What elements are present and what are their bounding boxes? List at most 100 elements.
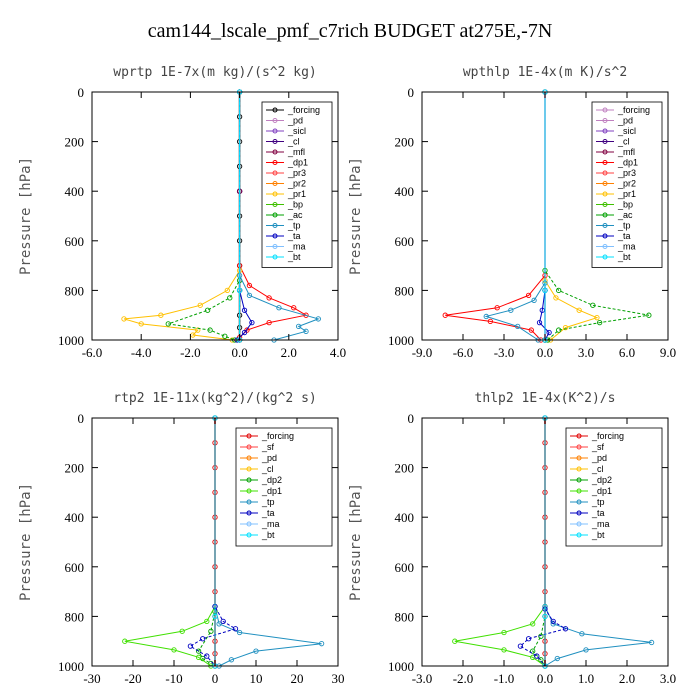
x-tick-label: -2.0 [453,671,474,686]
legend-marker [602,254,608,260]
data-point [241,307,248,313]
legend-marker [576,466,582,472]
legend-label: _ta [261,508,275,518]
data-point [195,648,202,654]
legend-marker [246,510,252,516]
y-tick-label: 600 [65,560,85,575]
data-point [227,295,233,301]
data-point [525,636,532,642]
x-tick-label: 30 [332,671,345,686]
legend-marker [246,466,252,472]
legend-marker [576,532,582,538]
data-point [452,638,458,644]
legend-marker [602,223,608,228]
data-point [315,316,321,322]
x-tick-label: 0.0 [537,671,553,686]
data-point [291,305,297,311]
data-point [483,313,489,320]
legend-marker [602,160,608,165]
legend-label: _tp [261,497,275,507]
legend-marker [246,455,252,461]
y-tick-label: 1000 [388,659,414,674]
data-point [318,641,325,647]
legend-label: _tp [617,221,631,231]
data-point [266,295,272,301]
data-point [546,329,552,336]
plot-frame [91,91,339,341]
legend-marker [272,233,278,239]
data-point [122,638,128,644]
legend-marker [602,118,608,123]
data-point [508,307,514,313]
data-point [562,626,569,632]
panel-2: wpthlp 1E-4x(m K)/s^2 Pressure [hPa] -9.0 -… [348,65,676,360]
y-tick-label: 600 [395,234,415,249]
legend-label: _pr1 [287,189,306,199]
legend-marker [602,202,608,207]
legend-marker [576,477,582,483]
data-point [556,327,562,333]
data-point [207,327,213,333]
figure-title: cam144_lscale_pmf_c7rich BUDGET at275E,-… [147,20,553,42]
data-point [236,287,243,294]
y-tick-label: 1000 [388,333,414,348]
legend-label: _ac [287,210,303,220]
legend-label: _forcing [591,431,624,441]
series-line-ac [168,92,241,341]
legend-box [565,427,663,547]
series-line-tp [239,92,320,341]
y-tick-label: 200 [65,461,85,476]
y-axis-label: Pressure [hPa] [348,157,364,275]
legend-label: _tp [591,497,605,507]
data-point [538,633,544,639]
series-line-ta [519,418,567,667]
data-point [179,628,185,634]
y-tick-label: 800 [395,609,415,624]
legend-label: _forcing [617,105,650,115]
legend-marker [272,202,278,207]
data-point [579,631,585,637]
legend-label: _ma [617,242,636,252]
data-point [204,307,211,313]
legend-marker [272,128,278,134]
data-point [253,648,259,654]
y-tick-label: 800 [65,283,85,298]
legend-label: _sf [261,442,275,452]
legend-marker [602,191,608,197]
series-line-tp [214,418,322,667]
x-tick-label: 9.0 [660,345,676,360]
legend-label: _dp2 [261,475,282,485]
y-tick-label: 200 [395,135,415,150]
data-point [200,636,206,642]
legend-label: _pd [261,453,277,463]
legend-label: _bp [617,200,633,210]
legend-label: _bt [591,530,605,540]
series-line-pr1 [123,92,241,341]
x-tick-label: 3.0 [660,671,676,686]
legend-label: _bp [287,200,303,210]
x-tick-label: -30 [83,671,100,686]
y-tick-label: 400 [65,184,85,199]
legend-marker [272,181,278,186]
x-tick-label: -6.0 [453,345,474,360]
legend-label: _pd [287,116,303,126]
legend-label: _sicl [287,126,306,136]
y-tick-label: 600 [65,234,85,249]
legend-marker [602,212,608,218]
x-tick-label: 4.0 [330,345,346,360]
x-tick-label: -3.0 [494,345,515,360]
y-tick-label: 1000 [58,659,84,674]
legend-marker [272,244,278,249]
panel-title: rtp2 1E-11x(kg^2)/(kg^2 s) [113,391,317,406]
data-point [538,657,544,663]
legend-marker [576,433,582,439]
data-point [530,621,536,627]
y-tick-label: 200 [395,461,415,476]
data-point [236,629,243,636]
legend-marker [602,233,608,239]
data-point [228,657,235,663]
legend-label: _pd [617,116,633,126]
data-point [542,287,548,294]
data-point [246,292,253,299]
legend-label: _dp1 [287,158,308,168]
